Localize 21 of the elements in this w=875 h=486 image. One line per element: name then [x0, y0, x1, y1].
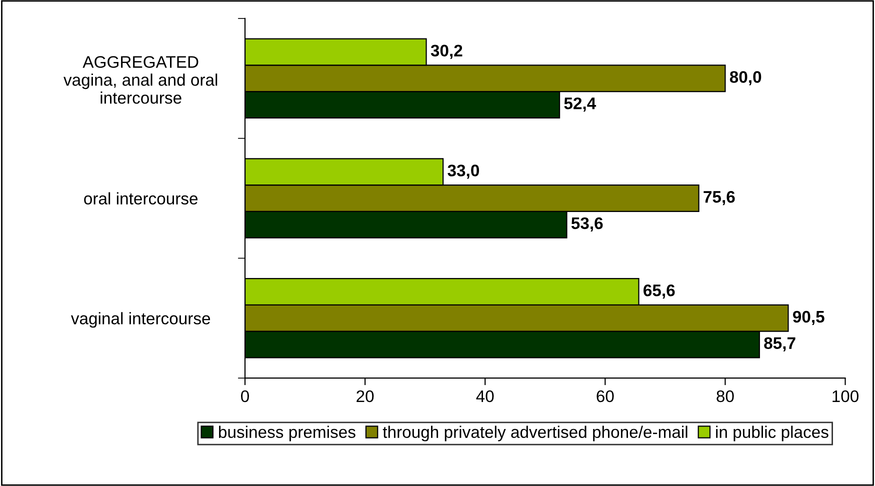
- data-label: 85,7: [764, 337, 796, 352]
- legend-label: in public places: [716, 426, 828, 442]
- data-label: 33,0: [448, 164, 480, 179]
- y-tick-label: vaginal intercourse: [70, 312, 210, 328]
- x-tick-label: 60: [596, 390, 614, 402]
- data-label: 30,2: [430, 44, 462, 59]
- y-tick-label: oral intercourse: [84, 192, 198, 204]
- data-label: 52,4: [564, 97, 596, 112]
- legend-label: through privately advertised phone/e-mail: [382, 426, 688, 442]
- x-tick-label: 80: [716, 390, 734, 402]
- legend-label: business premises: [219, 426, 356, 442]
- x-tick-label: 40: [476, 390, 494, 402]
- data-label: 65,6: [644, 284, 675, 299]
- x-tick-label: 100: [832, 390, 859, 402]
- y-tick-label: AGGREGATED vagina, anal and oral intercourse: [64, 56, 218, 104]
- x-tick-label: 0: [241, 390, 249, 402]
- data-label: 53,6: [571, 217, 603, 232]
- data-label: 80,0: [730, 71, 762, 86]
- data-label: 90,5: [792, 310, 824, 326]
- data-label: 75,6: [704, 190, 735, 206]
- x-tick-label: 20: [356, 390, 374, 402]
